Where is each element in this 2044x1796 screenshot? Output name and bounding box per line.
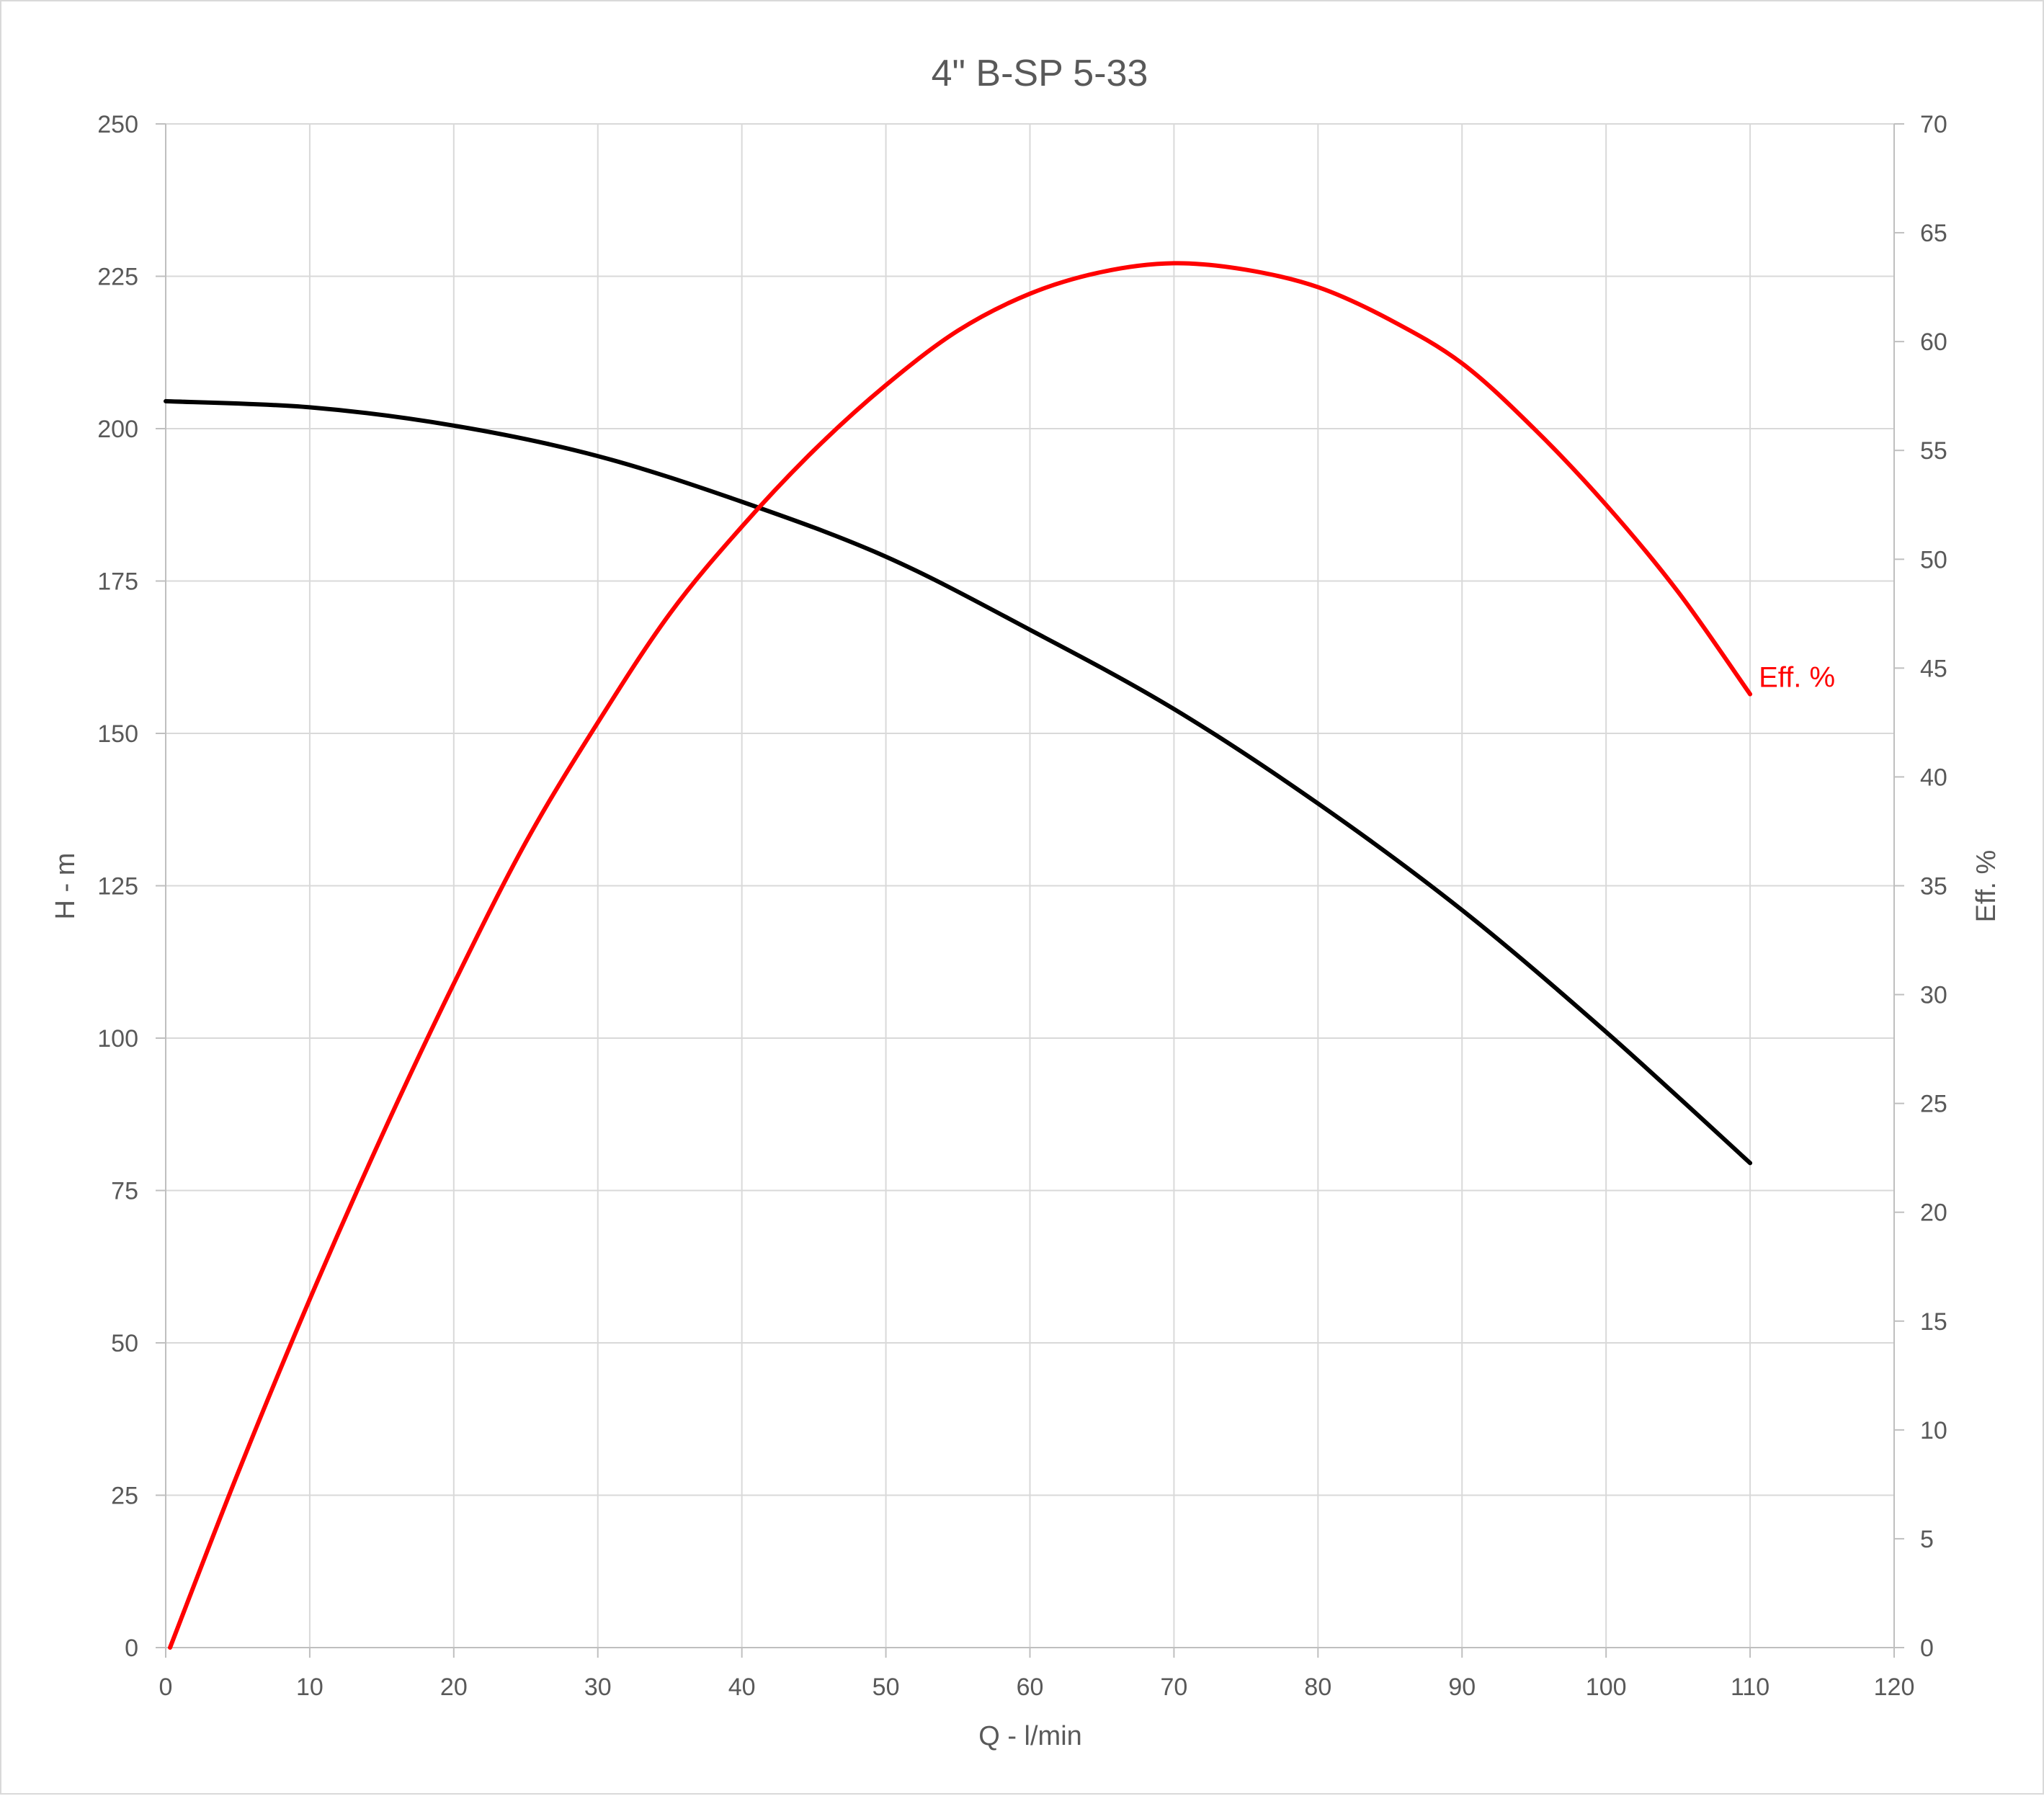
x-tick-label: 120 bbox=[1874, 1674, 1915, 1701]
y2-tick-label: 20 bbox=[1920, 1199, 1947, 1227]
y-tick-label: 75 bbox=[111, 1178, 138, 1205]
y-tick-label: 0 bbox=[125, 1635, 138, 1662]
y-tick-label: 25 bbox=[111, 1483, 138, 1510]
y2-tick-label: 5 bbox=[1920, 1526, 1934, 1553]
y-axis-title: H - m bbox=[50, 853, 81, 920]
y2-tick-label: 45 bbox=[1920, 655, 1947, 682]
y-tick-label: 225 bbox=[97, 264, 138, 291]
y2-tick-label: 30 bbox=[1920, 982, 1947, 1009]
x-axis-title: Q - l/min bbox=[978, 1721, 1082, 1751]
y2-tick-label: 55 bbox=[1920, 437, 1947, 465]
y2-tick-label: 70 bbox=[1920, 111, 1947, 138]
efficiency-curve bbox=[168, 261, 1753, 1650]
head-curve bbox=[164, 398, 1753, 1166]
chart-title: 4" B-SP 5-33 bbox=[932, 53, 1148, 94]
x-tick-label: 70 bbox=[1161, 1674, 1188, 1701]
x-tick-label: 80 bbox=[1304, 1674, 1331, 1701]
y-tick-label: 250 bbox=[97, 111, 138, 138]
x-tick-label: 90 bbox=[1448, 1674, 1476, 1701]
y2-tick-label: 60 bbox=[1920, 329, 1947, 356]
x-tick-label: 10 bbox=[296, 1674, 323, 1701]
y-tick-label: 175 bbox=[97, 568, 138, 596]
gridlines bbox=[166, 123, 1894, 1648]
y2-tick-label: 40 bbox=[1920, 764, 1947, 791]
y2-tick-label: 10 bbox=[1920, 1417, 1947, 1444]
series-lines: Eff. % bbox=[164, 261, 1835, 1650]
y2-tick-label: 15 bbox=[1920, 1308, 1947, 1336]
y2-tick-label: 65 bbox=[1920, 220, 1947, 247]
axes bbox=[156, 123, 1904, 1658]
y-tick-label: 50 bbox=[111, 1330, 138, 1357]
x-tick-label: 20 bbox=[440, 1674, 468, 1701]
x-tick-label: 0 bbox=[159, 1674, 173, 1701]
chart-text: 4" B-SP 5-33 Q - l/min H - m Eff. % bbox=[50, 53, 2001, 1751]
y2-axis-title: Eff. % bbox=[1971, 850, 2001, 923]
x-tick-label: 50 bbox=[873, 1674, 900, 1701]
x-tick-label: 60 bbox=[1017, 1674, 1044, 1701]
tick-labels: 0 10 20 30 40 50 60 70 80 90 100 110 120025507510012… bbox=[97, 111, 1947, 1701]
y2-tick-label: 50 bbox=[1920, 546, 1947, 573]
x-tick-label: 100 bbox=[1586, 1674, 1627, 1701]
y-tick-label: 200 bbox=[97, 416, 138, 443]
x-tick-label: 40 bbox=[728, 1674, 756, 1701]
y2-tick-label: 35 bbox=[1920, 873, 1947, 901]
x-tick-label: 110 bbox=[1731, 1674, 1769, 1701]
x-tick-label: 30 bbox=[584, 1674, 612, 1701]
y2-tick-label: 25 bbox=[1920, 1091, 1947, 1118]
y-tick-label: 150 bbox=[97, 720, 138, 748]
y-tick-label: 100 bbox=[97, 1025, 138, 1053]
y2-tick-label: 0 bbox=[1920, 1635, 1934, 1662]
efficiency-series-label: Eff. % bbox=[1759, 662, 1835, 694]
y-tick-label: 125 bbox=[97, 873, 138, 901]
